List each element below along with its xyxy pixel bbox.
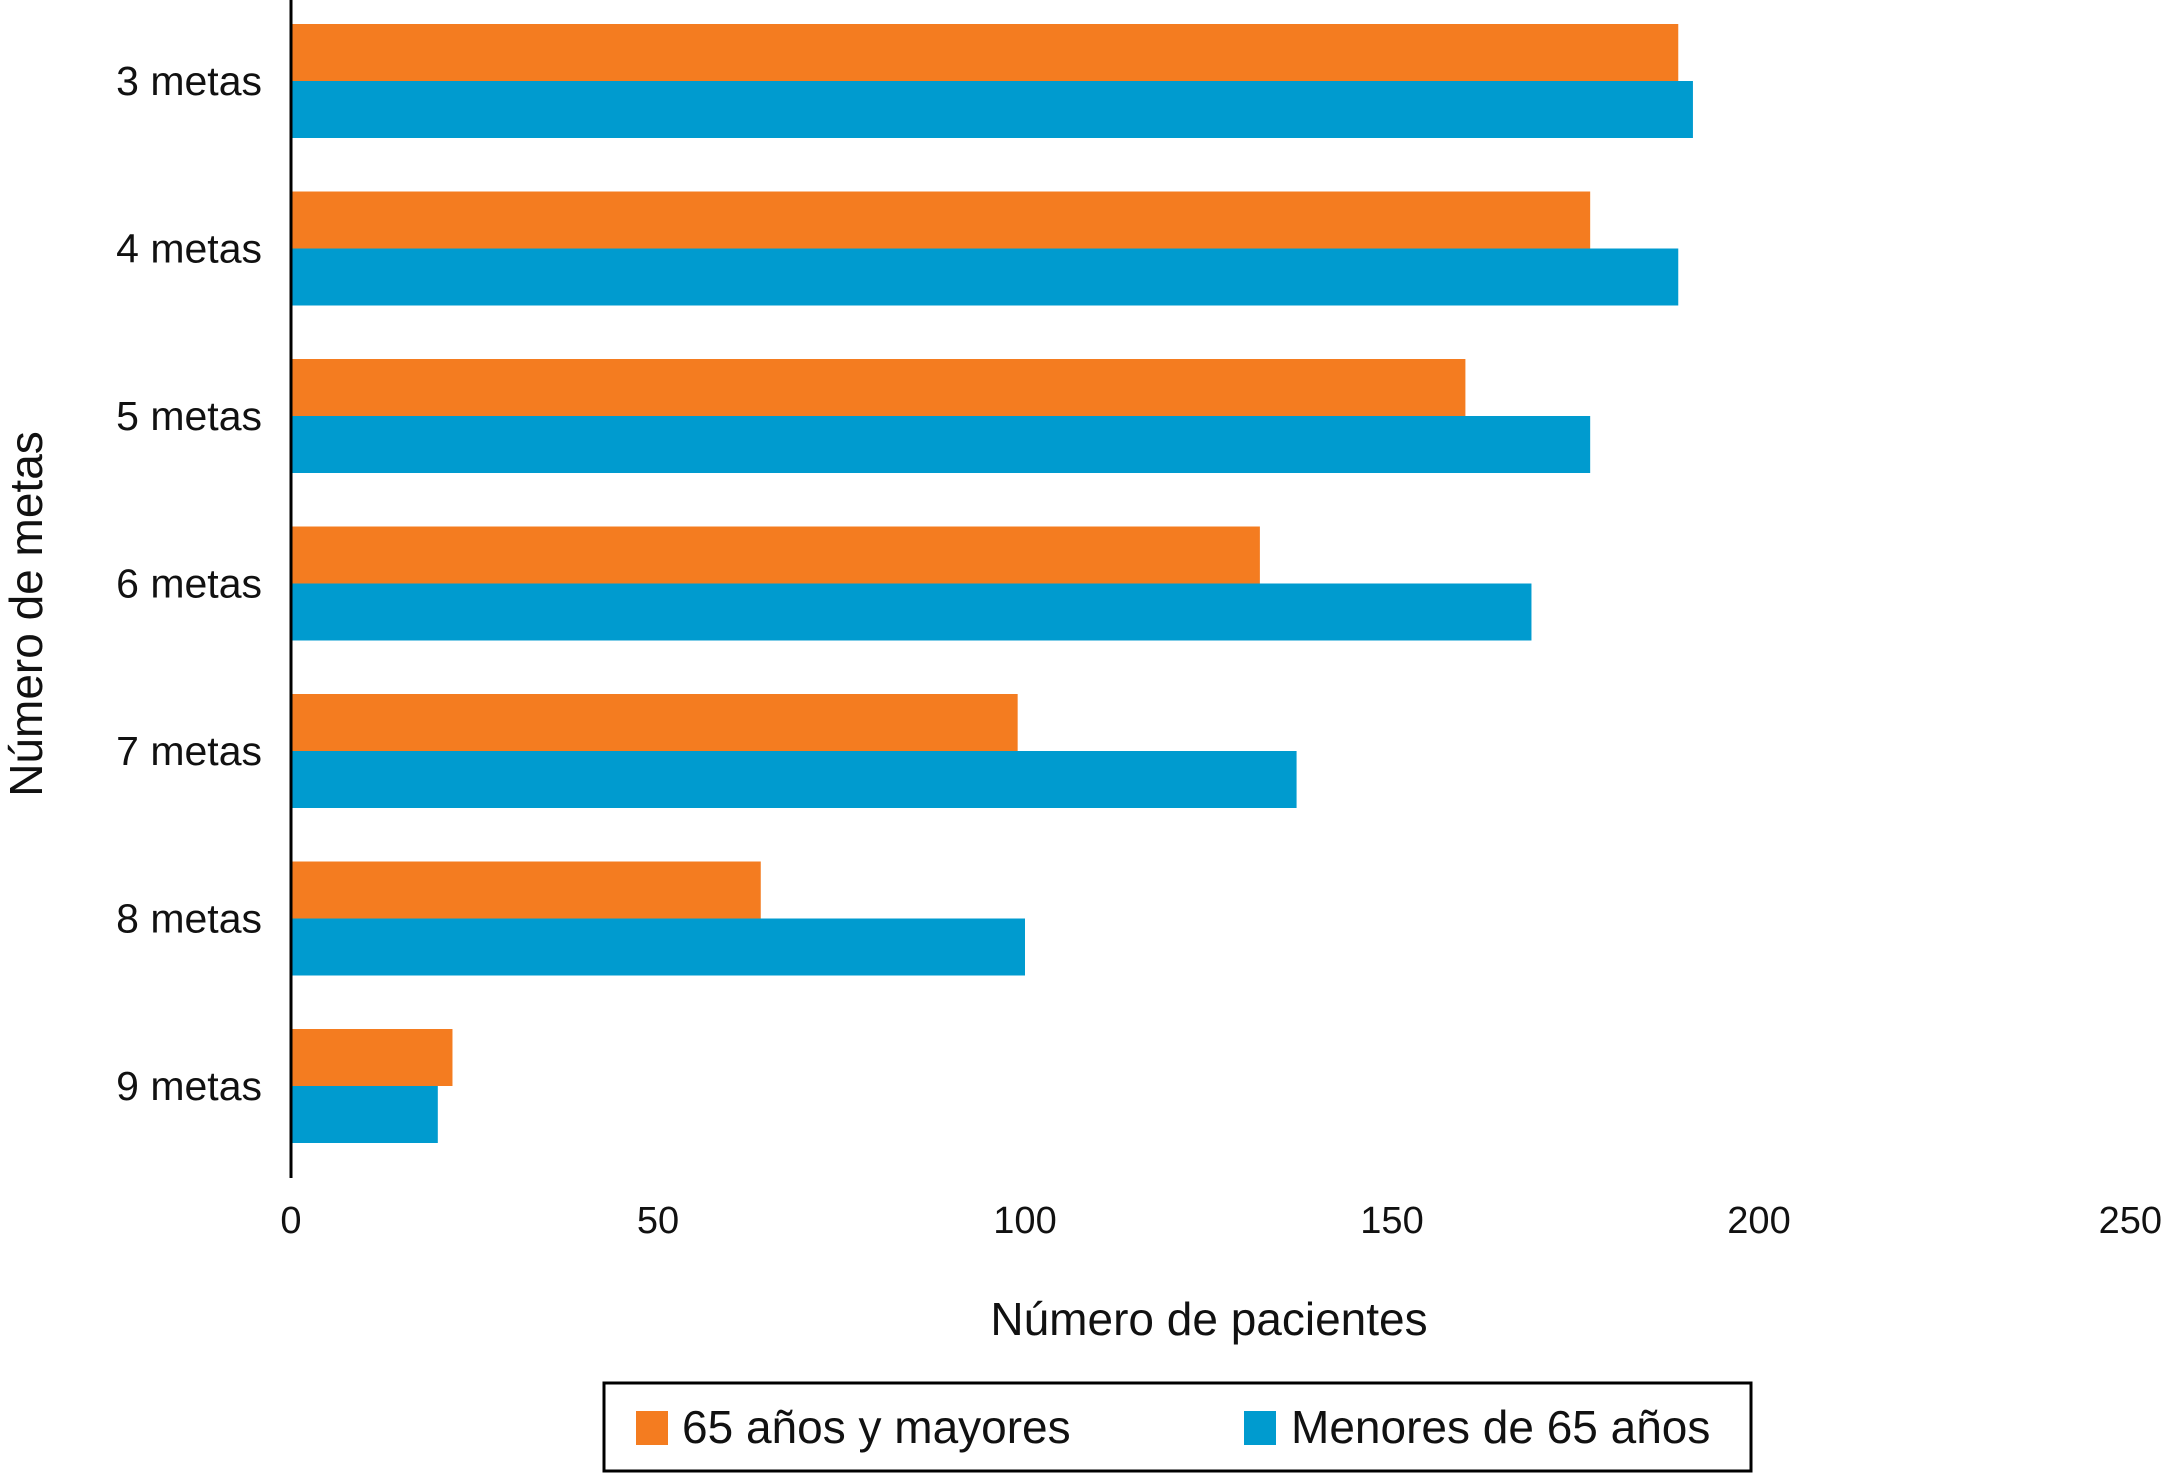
- category-label-4-metas: 4 metas: [116, 226, 262, 272]
- x-tick-label-0: 0: [280, 1200, 301, 1242]
- bar-9-metas-65-and-older: [291, 1029, 453, 1086]
- category-labels: 3 metas 4 metas 5 metas 6 metas 7 metas 8 met…: [116, 58, 262, 1109]
- bar-6-metas-65-and-older: [291, 526, 1260, 584]
- category-label-5-metas: 5 metas: [116, 393, 262, 439]
- bar-4-metas-65-and-older: [291, 191, 1591, 249]
- x-tick-label-100: 100: [993, 1200, 1056, 1242]
- x-tick-label-150: 150: [1360, 1200, 1423, 1242]
- legend: 65 años y mayores Menores de 65 años: [602, 1381, 1753, 1473]
- category-label-9-metas: 9 metas: [116, 1063, 262, 1109]
- x-tick-label-200: 200: [1727, 1200, 1790, 1242]
- legend-swatch-under-65: [1244, 1411, 1276, 1445]
- bar-3-metas-under-65: [291, 81, 1693, 138]
- bar-7-metas-under-65: [291, 751, 1297, 808]
- x-axis-title: Número de pacientes: [990, 1293, 1427, 1345]
- bar-8-metas-under-65: [291, 918, 1025, 976]
- category-label-8-metas: 8 metas: [116, 896, 262, 942]
- bar-6-metas-under-65: [291, 583, 1532, 641]
- bar-3-metas-65-and-older: [291, 24, 1679, 81]
- category-label-6-metas: 6 metas: [116, 561, 262, 607]
- legend-box: [602, 1381, 1753, 1473]
- legend-label-under-65: Menores de 65 años: [1291, 1401, 1710, 1453]
- category-label-7-metas: 7 metas: [116, 728, 262, 774]
- bar-9-metas-under-65: [291, 1086, 438, 1143]
- x-tick-label-50: 50: [637, 1200, 679, 1242]
- bar-7-metas-65-and-older: [291, 694, 1018, 751]
- bar-8-metas-65-and-older: [291, 861, 761, 919]
- y-axis-title: Número de metas: [0, 431, 52, 797]
- bar-4-metas-under-65: [291, 248, 1679, 306]
- category-label-3-metas: 3 metas: [116, 58, 262, 104]
- legend-swatch-65-and-older: [636, 1411, 668, 1445]
- bar-5-metas-65-and-older: [291, 359, 1466, 416]
- x-tick-label-250: 250: [2099, 1200, 2162, 1242]
- legend-label-65-and-older: 65 años y mayores: [682, 1401, 1071, 1453]
- bars-layer: [291, 24, 1693, 1143]
- x-tick-labels: 0 50 100 150 200 250: [280, 1200, 2162, 1242]
- bar-5-metas-under-65: [291, 416, 1591, 473]
